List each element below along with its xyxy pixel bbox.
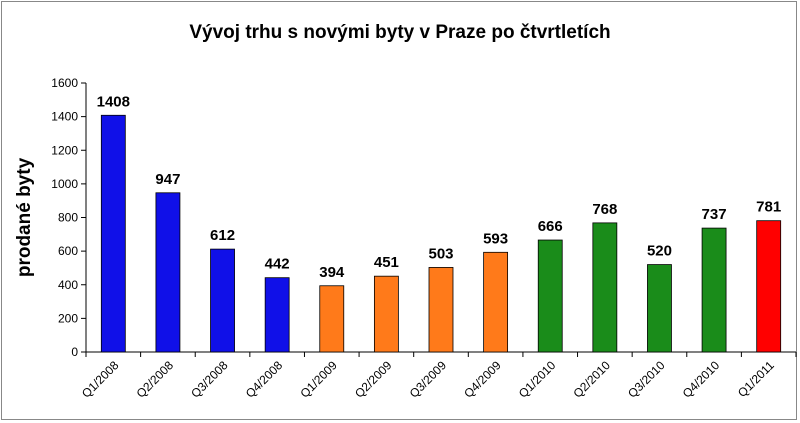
chart-title: Vývoj trhu s novými byty v Praze po čtvr… — [189, 22, 610, 43]
data-label: 781 — [756, 199, 781, 216]
y-tick-label: 1600 — [51, 76, 78, 90]
y-tick-label: 400 — [58, 278, 78, 292]
bar-Q2-2008 — [155, 192, 181, 353]
x-tick-label: Q2/2009 — [352, 358, 395, 401]
x-tick-label: Q1/2008 — [79, 358, 122, 401]
bar-Q3-2009 — [428, 267, 454, 353]
x-tick-label: Q4/2009 — [461, 358, 504, 401]
y-tick-label: 800 — [58, 211, 78, 225]
bar-Q1-2009 — [319, 285, 345, 353]
y-axis-label: prodané byty — [14, 157, 35, 277]
bar-Q1-2010 — [537, 239, 563, 353]
x-tick-label: Q1/2011 — [735, 358, 777, 400]
data-label: 451 — [374, 254, 399, 271]
data-label: 768 — [592, 201, 617, 218]
data-label: 503 — [428, 245, 453, 262]
bar-Q1-2008 — [100, 114, 126, 353]
data-label: 1408 — [97, 93, 130, 110]
data-label: 442 — [265, 256, 290, 273]
x-tick-label: Q4/2010 — [680, 358, 723, 401]
x-tick-label: Q3/2008 — [188, 358, 231, 401]
bar-Q3-2010 — [647, 264, 672, 353]
y-tick-label: 0 — [71, 345, 78, 359]
bar-Q4-2008 — [264, 277, 290, 353]
data-label: 612 — [210, 227, 235, 244]
y-tick-label: 1200 — [51, 143, 78, 157]
data-label: 947 — [155, 171, 180, 188]
x-tick-label: Q3/2009 — [407, 358, 450, 401]
y-tick-label: 1400 — [51, 110, 78, 124]
x-tick-label: Q2/2010 — [571, 358, 614, 401]
bar-Q1-2011 — [756, 220, 782, 353]
bar-Q3-2008 — [210, 248, 235, 353]
data-label: 394 — [319, 264, 345, 281]
bar-Q2-2009 — [373, 275, 399, 353]
bar-Q2-2010 — [592, 222, 618, 353]
x-tick-label: Q1/2009 — [297, 358, 340, 401]
data-label: 737 — [702, 206, 727, 223]
data-label: 666 — [538, 218, 563, 235]
x-tick-label: Q3/2010 — [625, 358, 668, 401]
bar-Q4-2009 — [483, 251, 509, 353]
bar-Q4-2010 — [701, 227, 727, 353]
y-tick-label: 600 — [58, 244, 78, 258]
x-tick-label: Q4/2008 — [243, 358, 286, 401]
data-label: 593 — [483, 230, 508, 247]
y-tick-label: 1000 — [51, 177, 78, 191]
y-tick-label: 200 — [58, 311, 78, 325]
x-tick-label: Q1/2010 — [516, 358, 559, 401]
data-label: 520 — [647, 243, 672, 260]
x-tick-label: Q2/2008 — [134, 358, 177, 401]
